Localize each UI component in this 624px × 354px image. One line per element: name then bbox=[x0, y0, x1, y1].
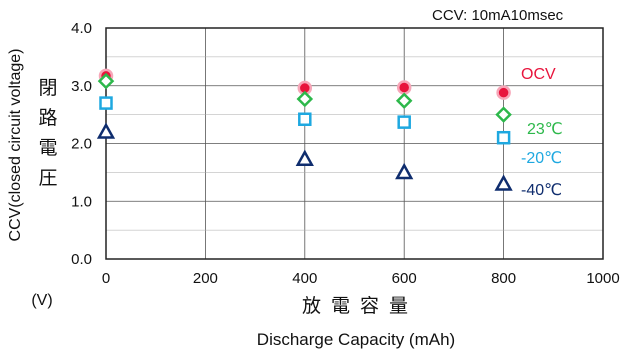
data-point-1 bbox=[496, 85, 511, 100]
data-point-2 bbox=[296, 90, 314, 108]
y-axis-label-jp-char: 閉 bbox=[38, 77, 57, 99]
series-labels: OCV 23℃ -20℃ -40℃ bbox=[521, 66, 563, 199]
y-tick-label: 0.0 bbox=[71, 251, 92, 268]
x-axis-label-jp: 放 電 容 量 bbox=[302, 295, 410, 317]
series-label: OCV bbox=[521, 66, 556, 83]
data-point-3 bbox=[397, 115, 411, 129]
y-axis-label-jp-char: 圧 bbox=[38, 167, 57, 189]
y-tick-label: 4.0 bbox=[71, 20, 92, 37]
data-point-1 bbox=[396, 80, 412, 95]
annotation: CCV: 10mA10msec bbox=[432, 7, 564, 24]
data-point-2 bbox=[395, 92, 413, 110]
x-tick-label: 0 bbox=[102, 270, 110, 287]
x-tick-label: 1000 bbox=[586, 270, 619, 287]
y-axis-label-jp-char: 電 bbox=[38, 137, 57, 159]
data-point-3 bbox=[99, 96, 113, 110]
x-tick-label: 800 bbox=[491, 270, 516, 287]
series-label: 23℃ bbox=[527, 121, 563, 138]
x-tick-label: 200 bbox=[193, 270, 218, 287]
y-axis-label-jp-char: 路 bbox=[38, 107, 57, 129]
series-label: -20℃ bbox=[521, 150, 562, 167]
data-point-3 bbox=[496, 130, 511, 145]
ticks: 0 200 400 600 800 1000 0.0 1.0 2.0 3.0 4.0 bbox=[71, 20, 620, 287]
marks bbox=[96, 68, 513, 191]
data-point-4 bbox=[96, 122, 116, 139]
grid bbox=[106, 28, 603, 259]
data-point-2 bbox=[97, 72, 115, 90]
y-axis-label: CCV(closed circuit voltage) bbox=[7, 49, 24, 242]
plot-frame bbox=[105, 27, 604, 260]
data-point-3 bbox=[298, 112, 312, 126]
x-tick-label: 600 bbox=[392, 270, 417, 287]
y-tick-label: 2.0 bbox=[71, 136, 92, 153]
series-label: -40℃ bbox=[521, 182, 562, 199]
data-point-4 bbox=[395, 162, 414, 180]
y-tick-label: 1.0 bbox=[71, 193, 92, 210]
y-tick-label: 3.0 bbox=[71, 78, 92, 95]
x-tick-label: 400 bbox=[292, 270, 317, 287]
data-point-4 bbox=[295, 149, 314, 166]
data-point-2 bbox=[495, 106, 512, 123]
data-point-4 bbox=[494, 174, 513, 191]
x-axis-label: Discharge Capacity (mAh) bbox=[257, 330, 455, 349]
y-axis-unit: (V) bbox=[31, 292, 52, 309]
